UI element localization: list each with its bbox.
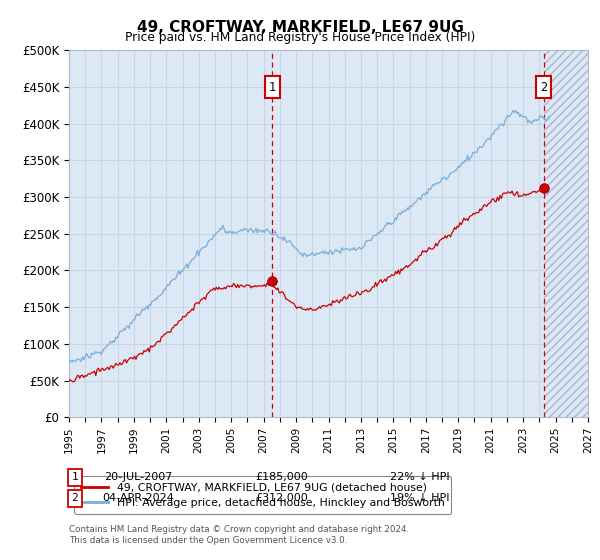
Legend: 49, CROFTWAY, MARKFIELD, LE67 9UG (detached house), HPI: Average price, detached: 49, CROFTWAY, MARKFIELD, LE67 9UG (detac… <box>74 476 451 514</box>
Text: £185,000: £185,000 <box>256 472 308 482</box>
Text: Contains HM Land Registry data © Crown copyright and database right 2024.
This d: Contains HM Land Registry data © Crown c… <box>69 525 409 545</box>
Text: 20-JUL-2007: 20-JUL-2007 <box>104 472 172 482</box>
Text: 04-APR-2024: 04-APR-2024 <box>102 493 174 503</box>
Text: 1: 1 <box>71 472 79 482</box>
Text: £312,000: £312,000 <box>256 493 308 503</box>
Text: 2: 2 <box>71 493 79 503</box>
Text: Price paid vs. HM Land Registry's House Price Index (HPI): Price paid vs. HM Land Registry's House … <box>125 31 475 44</box>
Text: 22% ↓ HPI: 22% ↓ HPI <box>390 472 450 482</box>
Bar <box>544 50 588 417</box>
Text: 19% ↓ HPI: 19% ↓ HPI <box>390 493 450 503</box>
Text: 2: 2 <box>540 81 547 94</box>
Text: 1: 1 <box>269 81 276 94</box>
Bar <box>544 50 588 417</box>
Text: 49, CROFTWAY, MARKFIELD, LE67 9UG: 49, CROFTWAY, MARKFIELD, LE67 9UG <box>137 20 463 35</box>
